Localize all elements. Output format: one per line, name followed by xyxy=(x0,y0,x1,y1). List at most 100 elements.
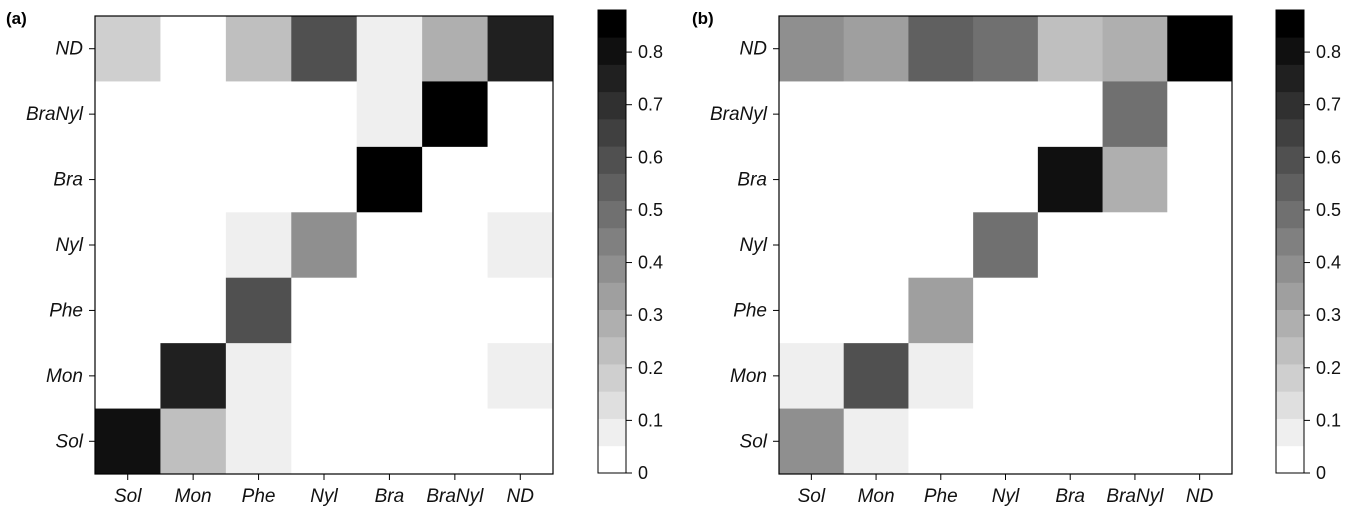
x-tick-label-Nyl: Nyl xyxy=(992,486,1020,507)
colorbar-segment xyxy=(1276,146,1304,174)
heatmap-cell-Nyl-Sol xyxy=(95,212,161,279)
heatmap-cell-ND-Bra xyxy=(356,16,423,82)
colorbar-tick-label: 0.6 xyxy=(1316,147,1341,167)
colorbar-segment xyxy=(1276,336,1304,365)
heatmap-cell-Sol-Sol xyxy=(779,408,845,475)
colorbar-segment xyxy=(598,391,626,419)
heatmap-cell-Sol-Phe xyxy=(225,408,292,475)
colorbar-segment xyxy=(598,37,626,65)
colorbar-frame xyxy=(597,9,627,474)
y-tick-label-BraNyl: BraNyl xyxy=(26,104,84,125)
heatmap-cell-Sol-Phe xyxy=(908,408,974,475)
heatmap-cell-Bra-Mon xyxy=(843,146,909,213)
heatmap-cell-Bra-Nyl xyxy=(973,146,1039,213)
heatmap-cell-Mon-Phe xyxy=(225,343,292,409)
heatmap-cell-BraNyl-Nyl xyxy=(291,81,358,148)
heatmap-cell-BraNyl-Bra xyxy=(356,81,423,148)
heatmap-cell-BraNyl-Mon xyxy=(160,81,227,148)
heatmap-cell-Nyl-ND xyxy=(487,212,554,279)
x-tick-label-Bra: Bra xyxy=(375,486,405,507)
x-tick-label-BraNyl: BraNyl xyxy=(426,486,484,507)
heatmap-cell-Bra-Phe xyxy=(225,146,292,213)
x-tick-label-Bra: Bra xyxy=(1055,486,1085,507)
heatmap-cell-BraNyl-BraNyl xyxy=(1102,81,1168,148)
x-tick-label-Mon: Mon xyxy=(175,486,212,507)
heatmap-cell-Mon-Sol xyxy=(95,343,161,409)
colorbar-segment xyxy=(598,418,626,447)
x-tick-label-Sol: Sol xyxy=(798,486,826,507)
heatmap-cell-Mon-ND xyxy=(1167,343,1233,409)
colorbar-segment xyxy=(1276,200,1304,229)
heatmap-cell-Mon-ND xyxy=(487,343,554,409)
x-tick-label-ND: ND xyxy=(507,486,535,507)
heatmap-cell-BraNyl-Bra xyxy=(1037,81,1103,148)
colorbar-tick-label: 0.4 xyxy=(1316,253,1341,273)
panel-label-b: (b) xyxy=(692,9,714,28)
heatmap-cell-Phe-Bra xyxy=(1037,277,1103,344)
heatmap-cell-Nyl-BraNyl xyxy=(1102,212,1168,279)
colorbar-segment xyxy=(598,227,626,256)
heatmap-cell-Sol-BraNyl xyxy=(1102,408,1168,475)
y-tick-label-Phe: Phe xyxy=(733,300,767,321)
heatmap-cell-Nyl-Mon xyxy=(843,212,909,279)
colorbar-tick-label: 0.4 xyxy=(638,253,663,273)
heatmap-cell-Bra-Bra xyxy=(356,146,423,213)
y-tick-label-Bra: Bra xyxy=(737,170,767,191)
heatmap-cell-Nyl-Phe xyxy=(225,212,292,279)
colorbar-tick-label: 0.1 xyxy=(1316,410,1341,430)
heatmap-cell-Mon-Nyl xyxy=(291,343,358,409)
heatmap-cell-Bra-Bra xyxy=(1037,146,1103,213)
y-tick-label-Sol: Sol xyxy=(740,431,768,452)
colorbar-segment xyxy=(598,146,626,174)
heatmap-cell-Mon-BraNyl xyxy=(422,343,488,409)
heatmap-cell-Nyl-Mon xyxy=(160,212,227,279)
colorbar-tick-label: 0 xyxy=(638,463,648,483)
y-tick-label-Nyl: Nyl xyxy=(740,235,768,256)
heatmap-cell-ND-Bra xyxy=(1037,16,1103,82)
heatmap-cell-Bra-BraNyl xyxy=(1102,146,1168,213)
heatmap-cell-Phe-Bra xyxy=(356,277,423,344)
y-tick-label-Mon: Mon xyxy=(46,366,83,387)
y-tick-label-Nyl: Nyl xyxy=(56,235,84,256)
colorbar-tick-label: 0.5 xyxy=(1316,200,1341,220)
heatmap-cell-Phe-Phe xyxy=(225,277,292,344)
colorbar-segment xyxy=(598,255,626,283)
heatmap-cell-Nyl-Nyl xyxy=(973,212,1039,279)
colorbar-segment xyxy=(598,336,626,365)
x-tick-label-Sol: Sol xyxy=(114,486,142,507)
heatmap-cell-BraNyl-ND xyxy=(1167,81,1233,148)
y-tick-label-Phe: Phe xyxy=(49,300,83,321)
heatmap-cell-ND-Sol xyxy=(95,16,161,82)
heatmap-cell-Phe-Nyl xyxy=(291,277,358,344)
colorbar-segment xyxy=(1276,227,1304,256)
heatmap-cell-Bra-Nyl xyxy=(291,146,358,213)
heatmap-cell-ND-Nyl xyxy=(291,16,358,82)
colorbar-segment xyxy=(1276,309,1304,338)
heatmap-cell-Sol-BraNyl xyxy=(422,408,488,475)
colorbar-segment xyxy=(598,309,626,338)
colorbar-segment xyxy=(598,173,626,202)
colorbar-tick-label: 0.8 xyxy=(1316,42,1341,62)
heatmap-cell-ND-ND xyxy=(487,16,554,82)
heatmap-cell-ND-Nyl xyxy=(973,16,1039,82)
x-tick-label-Nyl: Nyl xyxy=(310,486,338,507)
heatmap-cell-Sol-ND xyxy=(487,408,554,475)
heatmap-cell-Nyl-Nyl xyxy=(291,212,358,279)
heatmap-cell-Bra-Sol xyxy=(779,146,845,213)
y-tick-label-BraNyl: BraNyl xyxy=(710,104,768,125)
colorbar-segment xyxy=(1276,118,1304,147)
y-tick-label-ND: ND xyxy=(56,39,84,60)
heatmap-cell-ND-Mon xyxy=(843,16,909,82)
heatmap-cell-Sol-Mon xyxy=(843,408,909,475)
heatmap-cell-Sol-Nyl xyxy=(291,408,358,475)
y-tick-label-Sol: Sol xyxy=(56,431,84,452)
colorbar-tick-label: 0.7 xyxy=(638,95,663,115)
heatmap-cell-BraNyl-Phe xyxy=(225,81,292,148)
heatmap-cell-BraNyl-BraNyl xyxy=(422,81,488,148)
heatmap-cell-ND-Phe xyxy=(908,16,974,82)
colorbar-segment xyxy=(1276,255,1304,283)
heatmap-cell-Phe-ND xyxy=(487,277,554,344)
heatmap-cell-Sol-Mon xyxy=(160,408,227,475)
colorbar-tick-label: 0.3 xyxy=(1316,305,1341,325)
